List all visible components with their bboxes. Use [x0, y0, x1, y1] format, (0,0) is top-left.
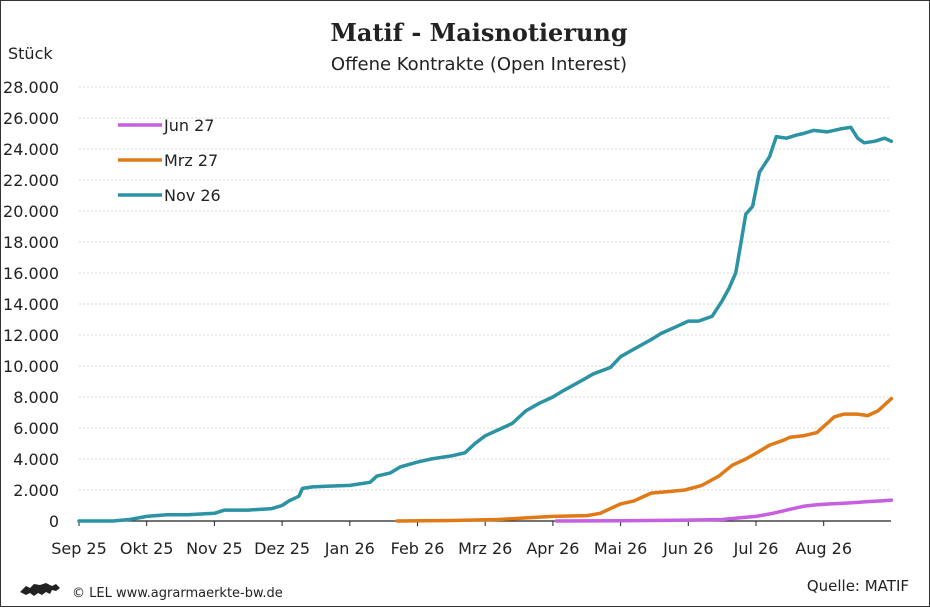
y-tick-label: 18.000	[3, 233, 59, 252]
y-tick-label: 8.000	[13, 388, 59, 407]
legend: Jun 27 Mrz 27 Nov 26	[118, 116, 221, 205]
series-line-mrz-27	[395, 396, 894, 523]
y-axis-unit-label: Stück	[8, 44, 53, 63]
chart-title: Matif - Maisnotierung	[330, 18, 628, 47]
y-tick-label: 26.000	[3, 109, 59, 128]
legend-label: Nov 26	[164, 186, 221, 205]
y-tick-label: 28.000	[3, 78, 59, 97]
y-tick-label: 24.000	[3, 140, 59, 159]
x-tick-label: Sep 25	[51, 539, 107, 558]
x-axis-ticks: Sep 25 Okt 25 Nov 25 Dez 25 Jan 26 Feb 26 Mrz …	[51, 521, 852, 558]
x-tick-label: Okt 25	[120, 539, 174, 558]
x-tick-label: Aug 26	[795, 539, 852, 558]
legend-label: Jun 27	[163, 116, 214, 135]
copyright-text: © LEL www.agrarmaerkte-bw.de	[72, 586, 283, 601]
series-line-nov-26	[77, 125, 894, 523]
x-tick-label: Nov 25	[186, 539, 243, 558]
x-tick-label: Mrz 26	[458, 539, 512, 558]
grid-lines	[79, 86, 891, 491]
x-tick-label: Mai 26	[594, 539, 648, 558]
series-lines	[77, 125, 894, 523]
chart-subtitle: Offene Kontrakte (Open Interest)	[331, 54, 627, 75]
x-tick-label: Jul 26	[733, 539, 779, 558]
y-axis-ticks: 0 2.000 4.000 6.000 8.000 10.000 12.000 14.000 1…	[3, 78, 59, 531]
lion-logo-icon	[20, 583, 60, 596]
y-tick-label: 20.000	[3, 202, 59, 221]
x-tick-label: Apr 26	[526, 539, 579, 558]
y-tick-label: 16.000	[3, 264, 59, 283]
y-tick-label: 10.000	[3, 357, 59, 376]
series-line-jun-27	[554, 498, 894, 523]
y-tick-label: 2.000	[13, 481, 59, 500]
x-tick-label: Jan 26	[324, 539, 375, 558]
y-tick-label: 14.000	[3, 295, 59, 314]
y-tick-label: 4.000	[13, 450, 59, 469]
x-tick-label: Dez 25	[254, 539, 310, 558]
y-tick-label: 12.000	[3, 326, 59, 345]
x-tick-label: Feb 26	[391, 539, 445, 558]
y-tick-label: 0	[49, 512, 59, 531]
source-text: Quelle: MATIF	[807, 577, 909, 595]
y-tick-label: 6.000	[13, 419, 59, 438]
x-tick-label: Jun 26	[662, 539, 713, 558]
y-tick-label: 22.000	[3, 171, 59, 190]
legend-label: Mrz 27	[164, 151, 218, 170]
